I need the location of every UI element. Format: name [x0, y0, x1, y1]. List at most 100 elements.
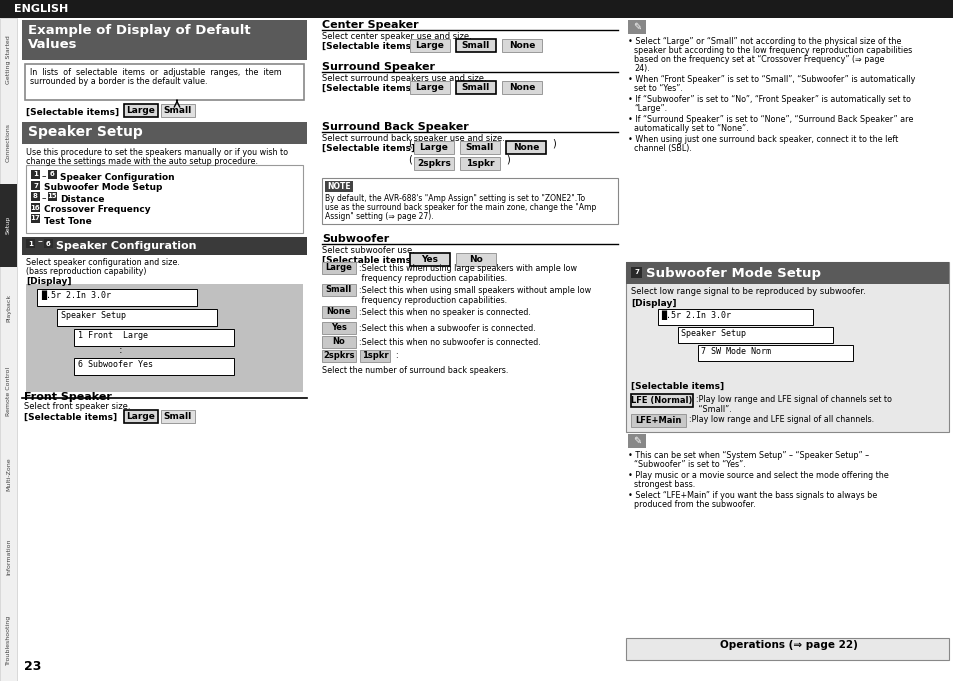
Bar: [161, 410, 194, 423]
Text: Yes: Yes: [421, 255, 438, 264]
Text: Connections: Connections: [6, 123, 11, 162]
Text: [Selectable items]: [Selectable items]: [630, 382, 723, 391]
Text: Assign" setting (⇒ page 27).: Assign" setting (⇒ page 27).: [325, 212, 434, 221]
Text: Center Speaker: Center Speaker: [322, 20, 418, 30]
Text: Subwoofer Mode Setup: Subwoofer Mode Setup: [44, 183, 162, 193]
Text: strongest bass.: strongest bass.: [634, 480, 695, 489]
Text: Yes: Yes: [331, 323, 347, 332]
Bar: [30, 214, 40, 223]
Text: • Select “LFE+Main” if you want the bass signals to always be: • Select “LFE+Main” if you want the bass…: [627, 491, 877, 500]
Text: Front Speaker: Front Speaker: [24, 392, 112, 402]
Text: ): ): [505, 154, 509, 164]
Text: Speaker Setup: Speaker Setup: [61, 311, 126, 320]
Text: (bass reproduction capability): (bass reproduction capability): [26, 267, 147, 276]
Text: surrounded by a border is the default value.: surrounded by a border is the default va…: [30, 77, 208, 86]
Text: Operations (⇒ page 22): Operations (⇒ page 22): [719, 640, 857, 650]
Text: ✎: ✎: [632, 22, 640, 32]
Text: based on the frequency set at “Crossover Frequency” (⇒ page: based on the frequency set at “Crossover…: [634, 55, 883, 64]
Bar: [678, 327, 832, 343]
Text: Select the number of surround back speakers.: Select the number of surround back speak…: [322, 366, 508, 375]
Text: [Selectable items]: [Selectable items]: [322, 42, 415, 51]
Bar: [325, 181, 353, 192]
Text: 8: 8: [33, 193, 38, 200]
Text: Speaker Configuration: Speaker Configuration: [56, 241, 196, 251]
Text: Test Tone: Test Tone: [44, 217, 91, 225]
Bar: [322, 322, 355, 334]
Bar: [0, 0, 230, 18]
Bar: [410, 39, 450, 52]
Bar: [124, 410, 158, 423]
Text: None: None: [508, 83, 535, 92]
Text: █.5r 2.In 3.0r: █.5r 2.In 3.0r: [660, 311, 730, 321]
Text: :Select this when no subwoofer is connected.: :Select this when no subwoofer is connec…: [358, 338, 540, 347]
Bar: [322, 350, 355, 362]
Text: Troubleshooting: Troubleshooting: [6, 614, 11, 665]
Text: • If “Surround Speaker” is set to “None”, “Surround Back Speaker” are: • If “Surround Speaker” is set to “None”…: [627, 115, 912, 124]
Text: Information: Information: [6, 539, 11, 575]
Text: Small: Small: [326, 285, 352, 294]
Text: • Play music or a movie source and select the mode offering the: • Play music or a movie source and selec…: [627, 471, 888, 480]
Bar: [630, 414, 685, 427]
Bar: [322, 284, 355, 296]
Bar: [410, 81, 450, 94]
Text: 2spkrs: 2spkrs: [416, 159, 451, 168]
Text: [Selectable items]: [Selectable items]: [322, 84, 415, 93]
Bar: [0, 0, 953, 18]
Text: Subwoofer Mode Setup: Subwoofer Mode Setup: [645, 266, 821, 279]
Text: Surround Speaker: Surround Speaker: [322, 62, 435, 72]
Text: Large: Large: [127, 412, 155, 421]
Text: 7 SW Mode Norm: 7 SW Mode Norm: [700, 347, 770, 356]
Text: Small: Small: [164, 106, 192, 115]
Bar: [161, 104, 194, 117]
Text: produced from the subwoofer.: produced from the subwoofer.: [634, 500, 755, 509]
Bar: [505, 141, 545, 154]
Text: Small: Small: [164, 412, 192, 421]
Text: change the settings made with the auto setup procedure.: change the settings made with the auto s…: [26, 157, 257, 166]
Bar: [30, 170, 40, 179]
Text: [Display]: [Display]: [26, 277, 71, 286]
Bar: [627, 434, 645, 448]
Text: ENGLISH: ENGLISH: [14, 4, 69, 14]
Text: Speaker Configuration: Speaker Configuration: [60, 172, 174, 182]
Bar: [74, 358, 233, 375]
Bar: [124, 104, 158, 117]
Text: Large: Large: [416, 41, 444, 50]
Bar: [501, 81, 541, 94]
Bar: [456, 253, 496, 266]
Text: Select front speaker size.: Select front speaker size.: [24, 402, 131, 411]
Bar: [26, 165, 303, 233]
Text: 1spkr: 1spkr: [465, 159, 494, 168]
Text: Speaker Setup: Speaker Setup: [28, 125, 143, 139]
Text: [Display]: [Display]: [630, 299, 676, 308]
Text: “Subwoofer” is set to “Yes”.: “Subwoofer” is set to “Yes”.: [634, 460, 745, 469]
Text: By default, the AVR-688's "Amp Assign" setting is set to "ZONE2".To: By default, the AVR-688's "Amp Assign" s…: [325, 194, 584, 203]
Bar: [48, 192, 57, 201]
Bar: [57, 309, 216, 326]
Text: Setup: Setup: [6, 216, 11, 234]
Bar: [30, 181, 40, 190]
Text: Select center speaker use and size.: Select center speaker use and size.: [322, 32, 471, 41]
Text: [Selectable items]: [Selectable items]: [322, 144, 415, 153]
Text: 7: 7: [33, 183, 38, 189]
Text: :Select this when using large speakers with ample low
 frequency reproduction ca: :Select this when using large speakers w…: [358, 264, 577, 283]
Bar: [22, 237, 307, 255]
Bar: [322, 336, 355, 348]
Text: LFE+Main: LFE+Main: [635, 416, 681, 425]
Text: 6: 6: [51, 172, 55, 178]
Text: Playback: Playback: [6, 294, 11, 322]
Text: –: –: [38, 236, 43, 246]
Text: • When using just one surround back speaker, connect it to the left: • When using just one surround back spea…: [627, 135, 898, 144]
Text: 6 Subwoofer Yes: 6 Subwoofer Yes: [78, 360, 152, 369]
Bar: [0, 18, 17, 681]
Text: Select surround back speaker use and size.: Select surround back speaker use and siz…: [322, 134, 504, 143]
Bar: [359, 350, 390, 362]
Text: (: (: [408, 154, 412, 164]
Text: LFE (Normal): LFE (Normal): [631, 396, 692, 405]
Text: :Select this when using small speakers without ample low
 frequency reproduction: :Select this when using small speakers w…: [358, 286, 591, 305]
Text: • This can be set when “System Setup” – “Speaker Setup” –: • This can be set when “System Setup” – …: [627, 451, 868, 460]
Bar: [322, 178, 618, 224]
Text: :Play low range and LFE signal of channels set to
 “Small”.: :Play low range and LFE signal of channe…: [696, 395, 891, 415]
Text: :Select this when no speaker is connected.: :Select this when no speaker is connecte…: [358, 308, 530, 317]
Text: Crossover Frequency: Crossover Frequency: [44, 206, 151, 215]
Text: Use this procedure to set the speakers manually or if you wish to: Use this procedure to set the speakers m…: [26, 148, 288, 157]
